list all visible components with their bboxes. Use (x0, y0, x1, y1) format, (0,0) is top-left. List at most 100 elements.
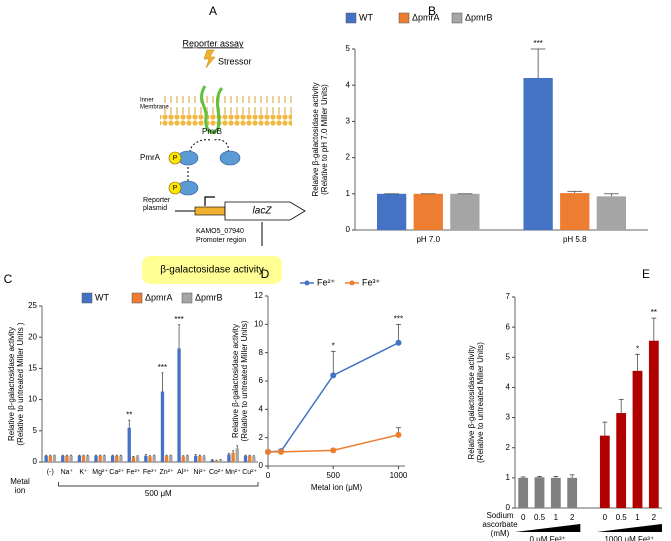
marker (278, 448, 285, 455)
x-tick-label: Co²⁺ (209, 469, 224, 476)
x-tick-label: 0 (603, 513, 608, 522)
bar (181, 456, 185, 462)
marker (330, 447, 337, 454)
y-axis-label: Relative β-galactosidase activity (311, 83, 320, 197)
x-tick-label: 0.5 (616, 513, 628, 522)
legend-label: ΔpmrB (465, 12, 493, 22)
bar (127, 427, 131, 462)
bar (616, 413, 627, 508)
bar (135, 456, 140, 462)
y-axis-label: Relative β-galactosidase activity (7, 327, 16, 441)
x-tick-label: Ni²⁺ (194, 469, 207, 476)
bar (648, 340, 659, 508)
bar (235, 448, 239, 462)
y-tick-label: 0 (506, 503, 511, 512)
group-label: 1000 μM Fe³⁺ (604, 535, 654, 541)
significance: *** (533, 39, 542, 48)
bar (231, 452, 235, 462)
y-axis-label: (Relative to untreated Miller Units) (476, 342, 485, 463)
bar (518, 477, 529, 508)
readout-box (142, 256, 282, 284)
membrane-label: Inner (140, 98, 154, 104)
bar (376, 193, 407, 230)
bar (131, 457, 136, 462)
group-label: 500 μM (145, 489, 172, 498)
significance: *** (158, 363, 167, 372)
marker (395, 431, 402, 438)
significance: *** (174, 315, 183, 324)
x-axis-label: Metal ion (μM) (311, 483, 363, 492)
y-tick-label: 4 (259, 404, 264, 413)
bar (152, 455, 156, 462)
y-tick-label: 2 (346, 153, 351, 162)
bar (227, 454, 231, 462)
significance: *** (394, 314, 403, 323)
bar (61, 455, 65, 462)
legend-label: Fe²⁺ (317, 277, 336, 287)
legend-label: WT (359, 12, 373, 22)
promoter-label: Promoter region (196, 237, 246, 244)
x-tick-label: 1 (635, 513, 640, 522)
y-axis-label: Relative β-galactosidase activity (231, 324, 240, 438)
panel-letter: A (209, 4, 217, 18)
gradient-wedge (515, 524, 581, 532)
legend-swatch (345, 12, 357, 24)
y-tick-label: 10 (254, 319, 263, 328)
x-axis-label: Sodium (486, 511, 513, 520)
bar (160, 391, 165, 462)
y-tick-label: 1 (506, 473, 511, 482)
legend-swatch (398, 12, 410, 24)
y-axis-label: Relative β-galactosidase activity (467, 346, 476, 460)
gradient-wedge (596, 524, 662, 532)
pmrb-protein (200, 85, 224, 134)
y-tick-label: 7 (506, 292, 511, 301)
bar (599, 435, 610, 508)
bar (523, 77, 553, 231)
bar (596, 196, 627, 230)
x-tick-label: pH 5.8 (563, 235, 587, 244)
bar (450, 193, 480, 230)
y-tick-label: 0 (259, 461, 264, 470)
bar (218, 460, 223, 462)
bar (115, 455, 119, 462)
bar (48, 455, 52, 462)
phospho-label: P (173, 155, 178, 162)
x-tick-label: 0.5 (534, 513, 546, 522)
y-tick-label: 3 (506, 413, 511, 422)
bar (550, 477, 561, 508)
panel-letter: D (261, 267, 270, 281)
lacz (224, 201, 306, 221)
plasmid-label: plasmid (143, 205, 167, 212)
x-tick-label: (-) (47, 469, 54, 476)
x-tick-label: Zn²⁺ (160, 469, 175, 476)
bar (177, 348, 181, 462)
y-tick-label: 15 (28, 364, 37, 373)
sensor-label: PmrB (202, 127, 222, 136)
x-tick-label: Cu²⁺ (242, 469, 257, 476)
y-tick-label: 5 (33, 426, 38, 435)
legend-label: Fe³⁺ (362, 277, 381, 287)
bar (413, 193, 443, 230)
legend-marker (304, 280, 310, 286)
y-tick-label: 3 (346, 117, 351, 126)
significance: * (636, 344, 639, 353)
readout-label: β-galactosidase activity (160, 265, 264, 276)
x-tick-label: 2 (570, 513, 575, 522)
y-tick-label: 4 (346, 80, 351, 89)
bar (243, 455, 248, 462)
arrow (189, 139, 211, 153)
promoter-label: KAMO5_07940 (196, 228, 244, 235)
y-tick-label: 1 (346, 189, 351, 198)
bar (69, 455, 73, 462)
x-tick-label: 0 (266, 471, 271, 480)
promoter-arrow (204, 196, 215, 206)
bar (632, 370, 643, 508)
bar (164, 455, 169, 462)
panel-letter: C (4, 272, 13, 286)
x-axis-label: Metal (10, 477, 30, 486)
y-tick-label: 4 (506, 383, 511, 392)
y-axis-label: (Relative to untreated Miller Units ) (16, 322, 25, 445)
panel-letter: B (428, 4, 436, 18)
y-axis-label: (Relative to pH 7.0 Miller Units) (320, 84, 329, 195)
bar (86, 455, 90, 462)
